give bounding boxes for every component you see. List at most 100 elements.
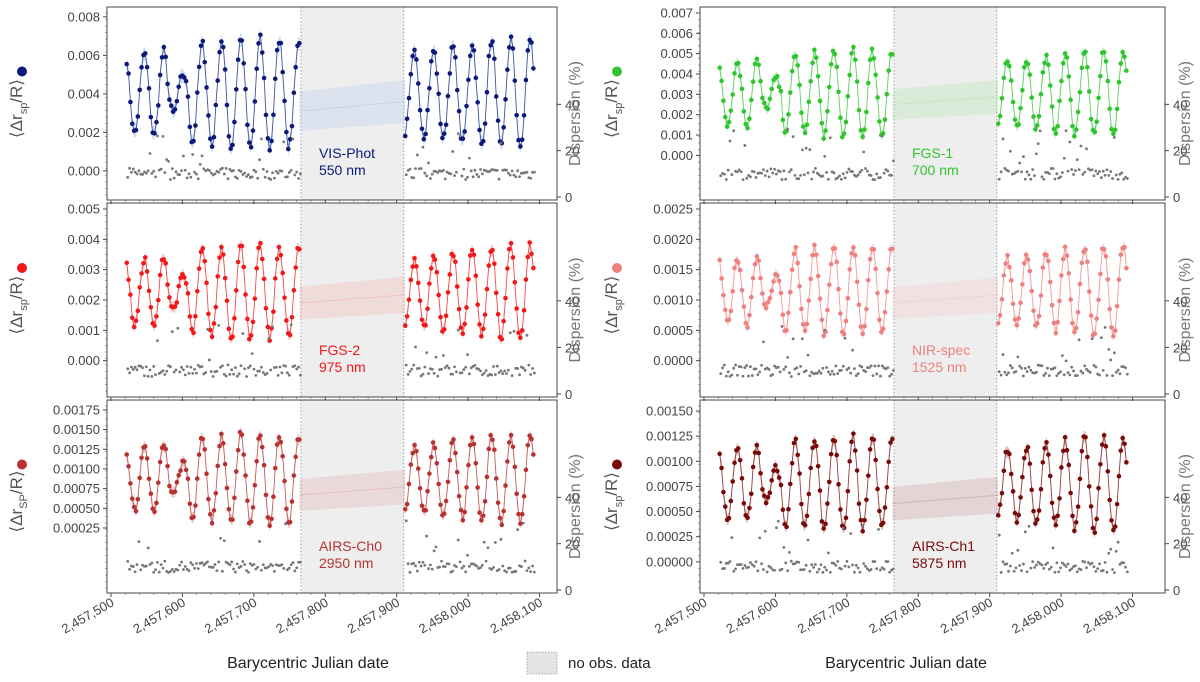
dispersion-point — [1033, 174, 1036, 178]
data-point — [890, 436, 895, 442]
data-point — [427, 281, 432, 286]
data-point — [280, 453, 285, 459]
dispersion-point — [170, 330, 174, 334]
data-point — [802, 328, 808, 333]
dispersion-point — [1018, 564, 1022, 567]
data-point — [864, 497, 869, 503]
data-point — [765, 495, 771, 500]
dispersion-point — [808, 569, 812, 573]
dispersion-point — [1092, 565, 1096, 568]
dispersion-point — [495, 169, 499, 172]
y-tick-label: 0.00075 — [646, 479, 693, 494]
data-point — [430, 440, 436, 445]
data-point — [754, 254, 760, 259]
data-point — [1111, 333, 1116, 339]
dispersion-point — [1109, 358, 1113, 362]
y-tick-label: 0.005 — [67, 202, 100, 217]
dispersion-point — [804, 563, 808, 567]
no-obs-region — [300, 203, 404, 397]
dispersion-point — [440, 367, 443, 371]
data-point — [510, 444, 516, 450]
data-point — [864, 109, 869, 115]
dispersion-point — [1007, 371, 1010, 375]
data-point — [1107, 306, 1112, 312]
data-point — [128, 99, 133, 105]
dispersion-point — [521, 521, 525, 525]
data-point — [219, 431, 224, 437]
data-point — [750, 464, 756, 470]
dispersion-point — [750, 374, 754, 377]
data-point — [856, 107, 862, 113]
data-point — [453, 450, 458, 456]
dispersion-point — [1066, 169, 1070, 173]
dispersion-point — [254, 567, 258, 571]
dispersion-point — [760, 171, 763, 175]
x-tick-label: 2,457,500 — [652, 595, 710, 637]
dispersion-point — [261, 371, 265, 374]
dispersion-point — [1085, 566, 1088, 570]
dispersion-point — [280, 563, 284, 567]
dispersion-point — [432, 372, 436, 375]
data-point — [276, 244, 282, 250]
data-point — [172, 107, 178, 112]
dispersion-point — [174, 368, 178, 372]
x-tick-label: 2,457,900 — [345, 595, 403, 637]
dispersion-point — [239, 169, 243, 173]
dispersion-point — [886, 560, 890, 563]
dispersion-point — [741, 567, 745, 570]
dispersion-point — [235, 562, 239, 566]
y-tick-label: 0.003 — [660, 87, 693, 102]
data-point — [408, 277, 414, 283]
dispersion-point — [152, 365, 156, 368]
dispersion-point — [464, 178, 468, 181]
dispersion-point — [180, 365, 183, 369]
dispersion-point — [232, 372, 235, 376]
y-axis-label: ⟨Δrsp/R⟩ — [602, 79, 625, 138]
data-point — [224, 485, 230, 491]
data-point — [1062, 434, 1068, 440]
dispersion-point — [191, 563, 195, 567]
data-point — [1079, 65, 1085, 71]
data-point — [475, 302, 480, 307]
dispersion-point — [815, 570, 819, 574]
data-point — [1010, 489, 1016, 494]
dispersion-point — [412, 561, 416, 565]
data-point — [516, 511, 521, 517]
right-y-tick-label: 40 — [565, 490, 579, 505]
data-point — [506, 440, 512, 445]
uncertainty-band — [405, 429, 534, 531]
data-point — [737, 267, 743, 273]
dispersion-point — [412, 176, 416, 180]
dispersion-point — [527, 566, 531, 570]
dispersion-point — [1034, 563, 1038, 567]
dispersion-point — [408, 167, 412, 171]
data-point — [451, 253, 456, 259]
dispersion-point — [817, 369, 821, 373]
dispersion-point — [1083, 560, 1087, 564]
dispersion-point — [1023, 530, 1027, 534]
dispersion-point — [532, 371, 536, 375]
data-point — [795, 260, 801, 266]
dispersion-point — [877, 527, 880, 531]
data-point — [248, 333, 254, 338]
dispersion-point — [1047, 172, 1051, 176]
data-point — [206, 496, 211, 502]
data-point — [523, 277, 529, 282]
series-marker-icon — [17, 263, 27, 273]
dispersion-point — [280, 169, 284, 173]
dispersion-point — [493, 373, 497, 376]
dispersion-point — [1111, 374, 1114, 378]
data-point — [490, 437, 495, 443]
data-point — [849, 51, 854, 56]
dispersion-point — [797, 177, 801, 181]
dispersion-point — [832, 561, 836, 565]
data-point — [886, 459, 891, 465]
dispersion-point — [719, 372, 723, 375]
data-point — [884, 485, 890, 490]
data-point — [1012, 117, 1018, 122]
data-point — [1064, 55, 1070, 60]
data-point — [406, 297, 412, 303]
data-point — [276, 435, 282, 440]
data-point — [1033, 521, 1038, 526]
dispersion-point — [443, 366, 447, 370]
